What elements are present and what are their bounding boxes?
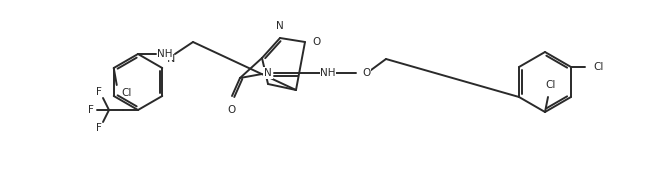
Text: Cl: Cl	[121, 88, 132, 98]
Text: O: O	[312, 37, 320, 47]
Text: O: O	[362, 68, 370, 78]
Text: Cl: Cl	[593, 62, 603, 72]
Text: F: F	[96, 87, 102, 97]
Text: O: O	[228, 105, 236, 115]
Text: N: N	[264, 68, 272, 78]
Text: N: N	[276, 21, 284, 31]
Text: NH: NH	[320, 68, 336, 78]
Text: N: N	[167, 54, 176, 64]
Text: NH: NH	[157, 49, 172, 59]
Text: F: F	[88, 105, 94, 115]
Text: Cl: Cl	[546, 80, 556, 90]
Text: F: F	[96, 123, 102, 133]
